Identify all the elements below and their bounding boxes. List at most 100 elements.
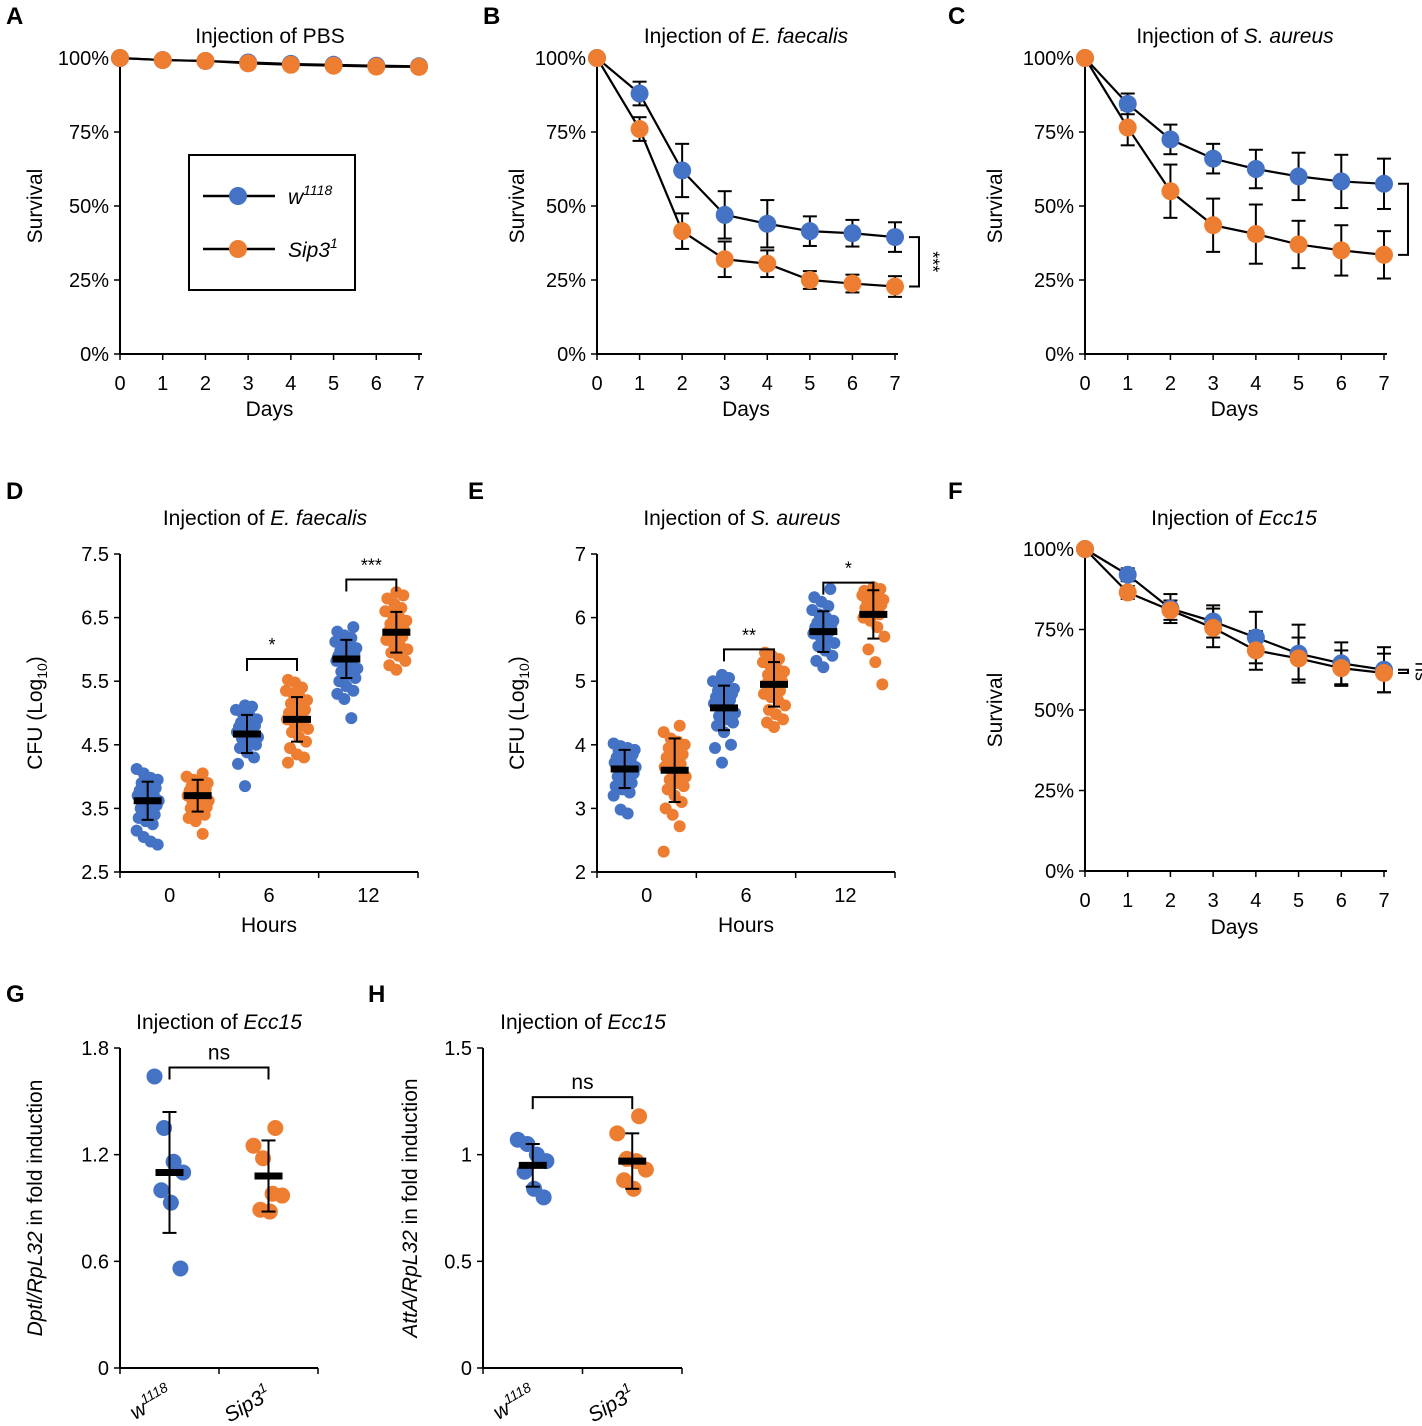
data-point <box>400 614 413 627</box>
y-tick-label: 1.5 <box>444 1038 472 1060</box>
y-tick-label: 2 <box>575 862 586 884</box>
data-point-Sip31 <box>1076 49 1094 67</box>
data-point <box>828 637 841 650</box>
x-tick-label: w1118 <box>487 1379 539 1425</box>
data-point <box>778 665 790 678</box>
chart-title: Injection of Ecc15 <box>500 1011 666 1034</box>
data-point <box>146 1068 163 1085</box>
y-tick-label: 1 <box>461 1145 472 1167</box>
data-point-w1118 <box>886 228 904 247</box>
data-point-Sip31 <box>324 56 343 75</box>
x-tick-label: 2 <box>1165 890 1176 912</box>
panel-C: Injection of S. aureus C 0% 25% 50% 75% 100% 0 1… <box>948 3 1422 421</box>
y-tick-label: 0% <box>1045 861 1074 883</box>
chart-title: Injection of S. aureus <box>1136 25 1334 48</box>
data-point <box>824 582 837 595</box>
y-tick-label: 50% <box>546 196 586 218</box>
panel-D: Injection of E. faecalis D 2.5 3.5 4.5 5.5 6.5… <box>6 478 419 937</box>
y-axis-label: Survival <box>984 673 1007 748</box>
data-point <box>862 643 875 656</box>
x-tick-label: 1 <box>157 373 168 395</box>
x-axis-label: Days <box>1211 398 1259 421</box>
data-point-w1118 <box>1246 628 1265 647</box>
panel-label: H <box>368 981 385 1008</box>
significance-label: ns <box>208 1042 230 1065</box>
y-tick-label: 0% <box>80 344 109 366</box>
data-point-w1118 <box>1204 149 1223 168</box>
data-point <box>676 748 689 761</box>
data-point <box>338 693 351 706</box>
data-point <box>875 598 888 611</box>
panel-label: F <box>948 478 963 505</box>
x-tick-label: Sip31 <box>218 1379 275 1426</box>
data-point <box>607 789 620 802</box>
data-point-Sip31 <box>1161 601 1180 620</box>
significance-bracket <box>1398 182 1409 256</box>
chart-title: Injection of Ecc15 <box>136 1011 302 1034</box>
x-tick-label: 5 <box>1293 890 1304 912</box>
x-tick-label: 4 <box>1250 373 1261 395</box>
data-point-Sip31 <box>1118 583 1137 602</box>
data-point <box>246 700 258 713</box>
panel-label: E <box>468 478 484 505</box>
data-point <box>146 818 159 831</box>
data-point <box>248 751 260 764</box>
data-point <box>347 684 360 697</box>
data-point <box>716 756 728 769</box>
x-tick-label: 3 <box>1208 890 1219 912</box>
data-point-Sip31 <box>1289 235 1308 254</box>
data-point-Sip31 <box>111 49 129 67</box>
y-tick-label: 0% <box>557 344 586 366</box>
data-point-Sip31 <box>1118 118 1137 137</box>
significance-label: *** <box>1411 209 1422 230</box>
x-tick-label: 7 <box>413 373 424 395</box>
data-point-w1118 <box>715 205 734 224</box>
x-axis-label: Hours <box>241 914 297 937</box>
data-point <box>535 1189 552 1206</box>
data-point-w1118 <box>758 214 777 233</box>
x-tick-label: 3 <box>243 373 254 395</box>
data-point <box>250 738 262 751</box>
x-tick-label: 4 <box>285 373 296 395</box>
y-tick-label: 50% <box>1034 196 1074 218</box>
y-axis-label: Survival <box>984 169 1007 244</box>
data-point <box>779 699 791 712</box>
data-point <box>172 1260 189 1277</box>
y-tick-label: 4.5 <box>81 735 109 757</box>
data-point <box>675 796 688 809</box>
y-axis-label: Survival <box>506 169 529 244</box>
y-tick-label: 50% <box>69 196 109 218</box>
x-tick-label: 2 <box>200 373 211 395</box>
x-tick-label: 1 <box>634 373 645 395</box>
y-tick-label: 3 <box>575 798 586 820</box>
chart-title: Injection of S. aureus <box>643 507 841 530</box>
y-tick-label: 3.5 <box>81 798 109 820</box>
data-point <box>255 1150 272 1167</box>
significance-label: *** <box>361 555 382 575</box>
data-point <box>302 722 314 735</box>
significance-bracket <box>822 581 875 595</box>
data-point <box>631 1108 648 1125</box>
x-tick-label: 12 <box>357 885 379 907</box>
x-tick-label: 7 <box>1378 373 1389 395</box>
x-tick-label: 1 <box>1122 890 1133 912</box>
data-point <box>345 712 358 725</box>
data-point <box>637 1161 654 1178</box>
y-tick-label: 0.5 <box>444 1251 472 1273</box>
data-point-Sip31 <box>673 222 692 241</box>
x-axis-label: Days <box>246 398 294 421</box>
data-point-Sip31 <box>1161 182 1180 201</box>
y-tick-label: 25% <box>1034 781 1074 803</box>
x-tick-label: 0 <box>641 885 652 907</box>
x-tick-label: 5 <box>1293 373 1304 395</box>
data-point-Sip31 <box>1204 216 1223 235</box>
x-tick-label: 2 <box>1165 373 1176 395</box>
y-axis-label: Survival <box>24 169 47 244</box>
data-point <box>718 726 730 739</box>
x-tick-label: 5 <box>328 373 339 395</box>
chart-title: Injection of E. faecalis <box>644 25 849 48</box>
y-tick-label: 6.5 <box>81 608 109 630</box>
y-tick-label: 1.2 <box>81 1145 109 1167</box>
data-point-Sip31 <box>1332 241 1351 260</box>
y-tick-label: 75% <box>546 122 586 144</box>
